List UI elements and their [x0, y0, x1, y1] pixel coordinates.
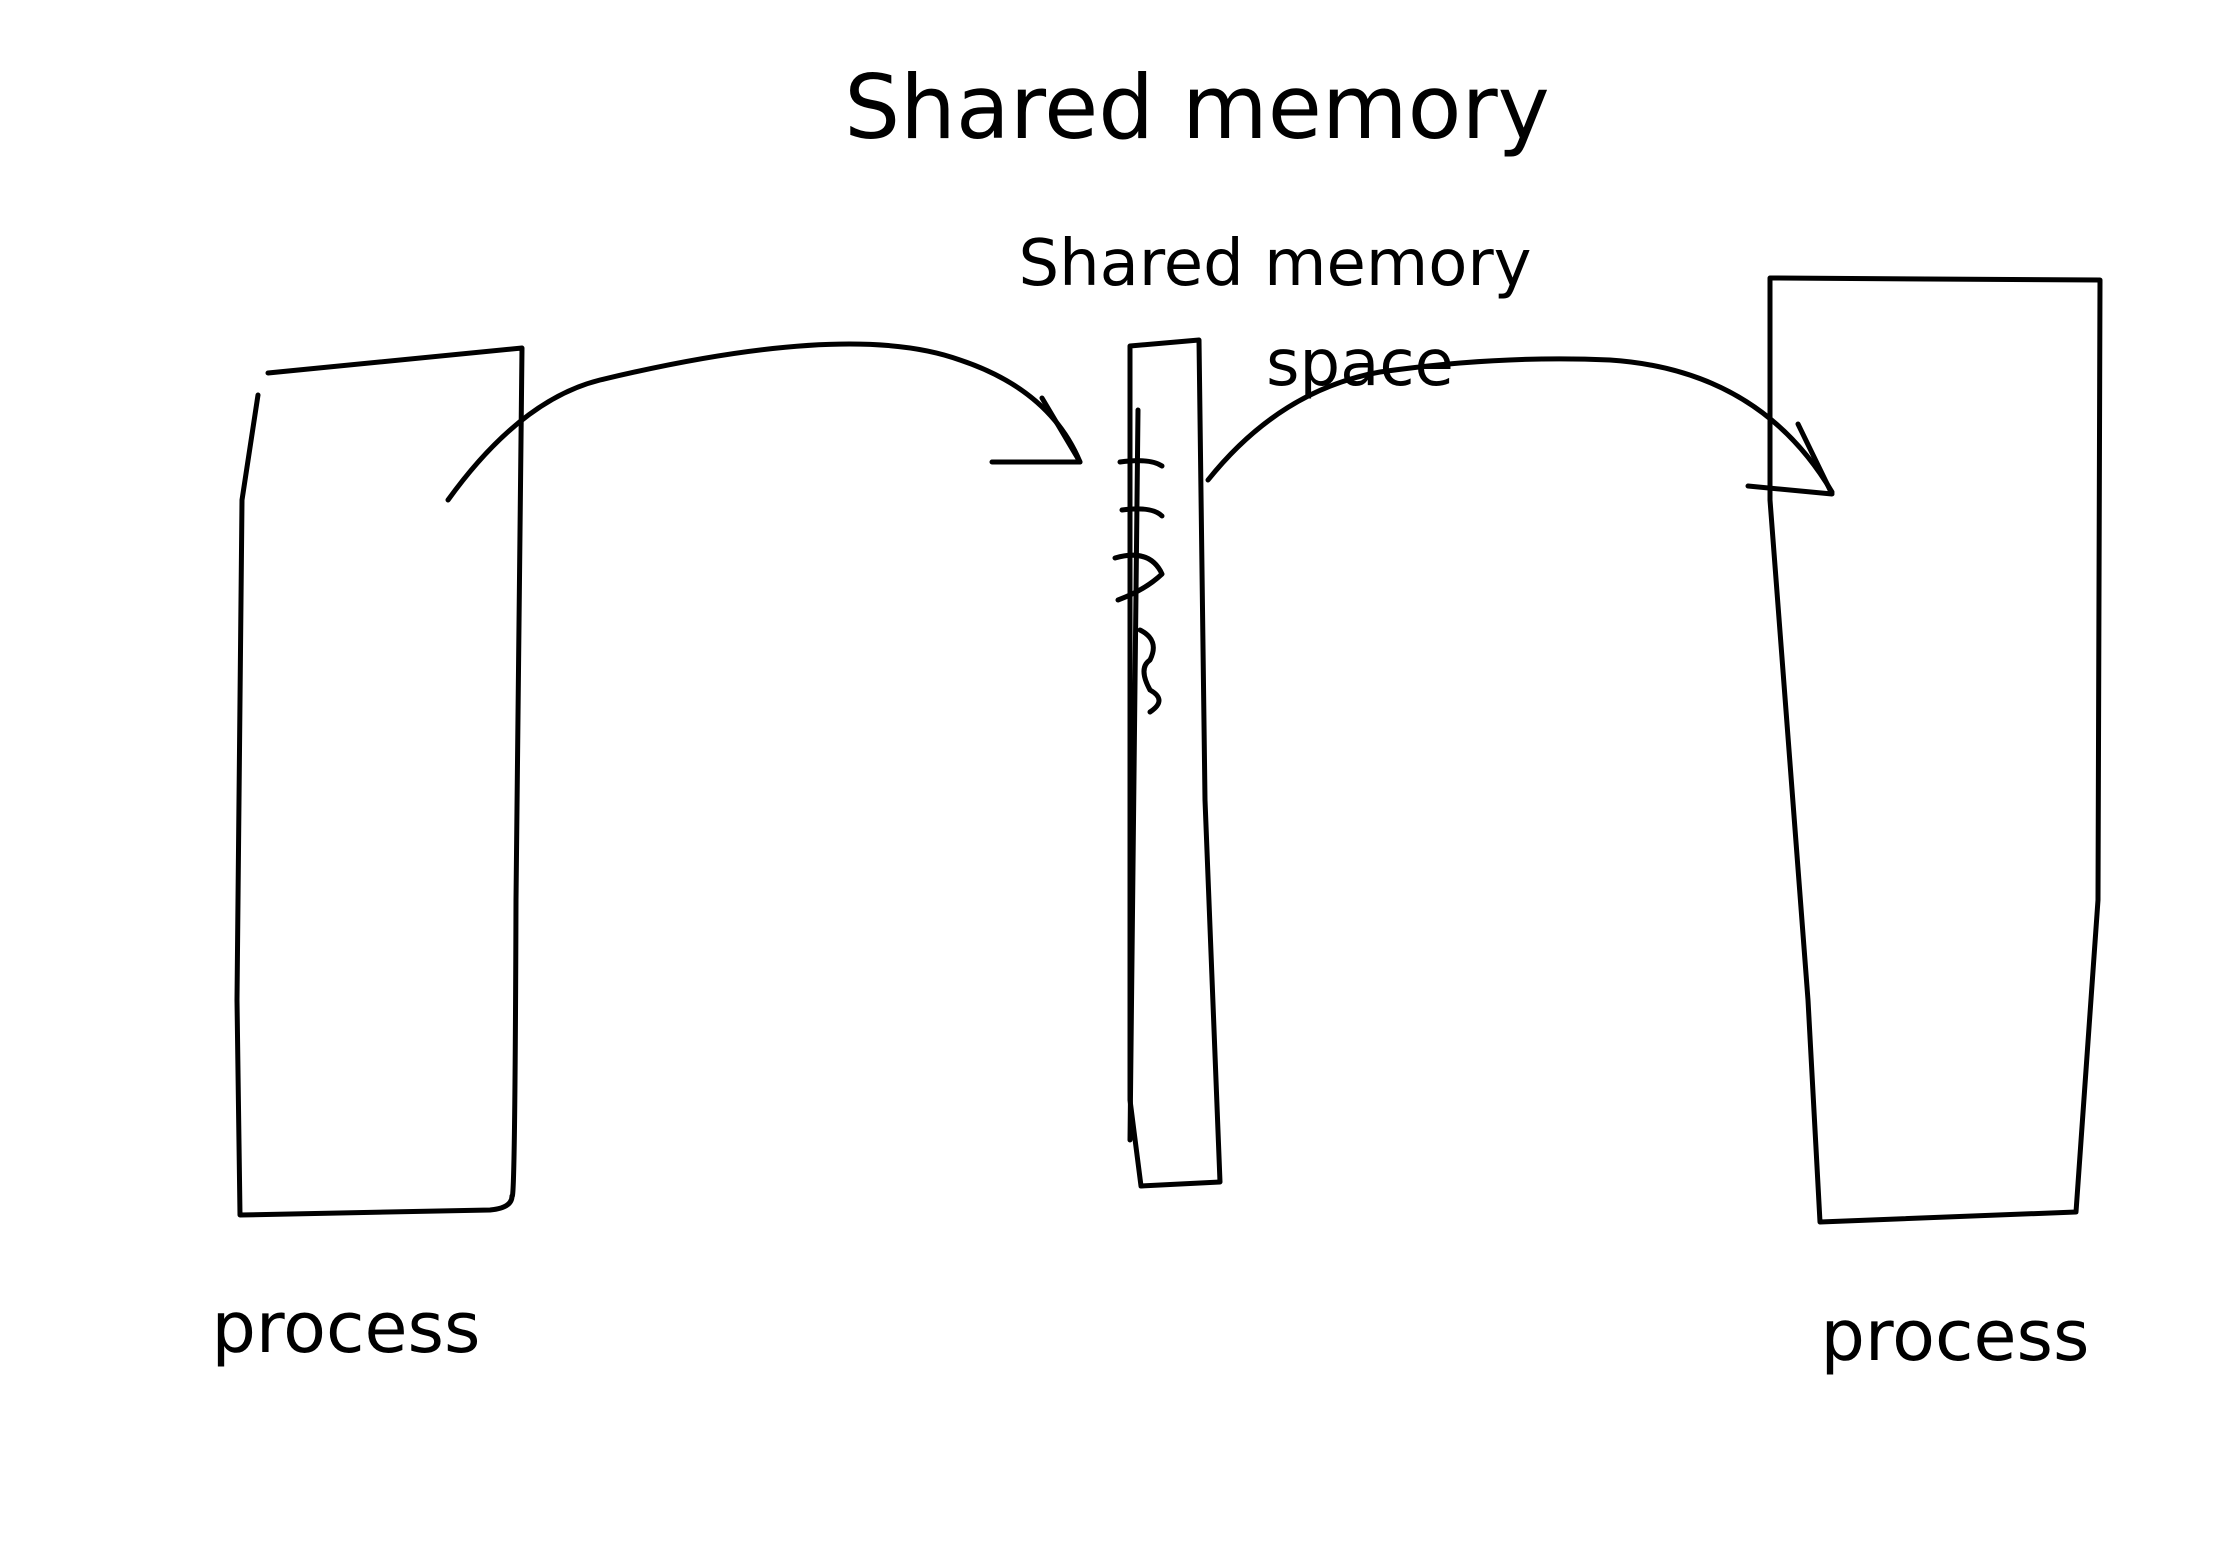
right-process-label: process [1821, 1295, 2090, 1377]
left-process-box [234, 345, 525, 1218]
shared-memory-label: Shared memory [1018, 227, 1531, 301]
shared-memory-space-label: space [1266, 327, 1454, 401]
shared-memory-strip-inner-line [1127, 407, 1141, 1143]
shared-memory-strip [1127, 337, 1223, 1189]
diagram-title: Shared memory [844, 56, 1549, 159]
right-process-box [1767, 275, 2103, 1225]
left-process-label: process [212, 1287, 481, 1369]
arrow-left-to-shared-head-icon [989, 395, 1083, 465]
arrow-shared-to-right-head-icon [1745, 421, 1835, 497]
arrow-shared-to-right [1205, 356, 1835, 495]
arrow-left-to-shared [445, 341, 1083, 503]
shared-memory-scribble-icon [1112, 458, 1165, 715]
